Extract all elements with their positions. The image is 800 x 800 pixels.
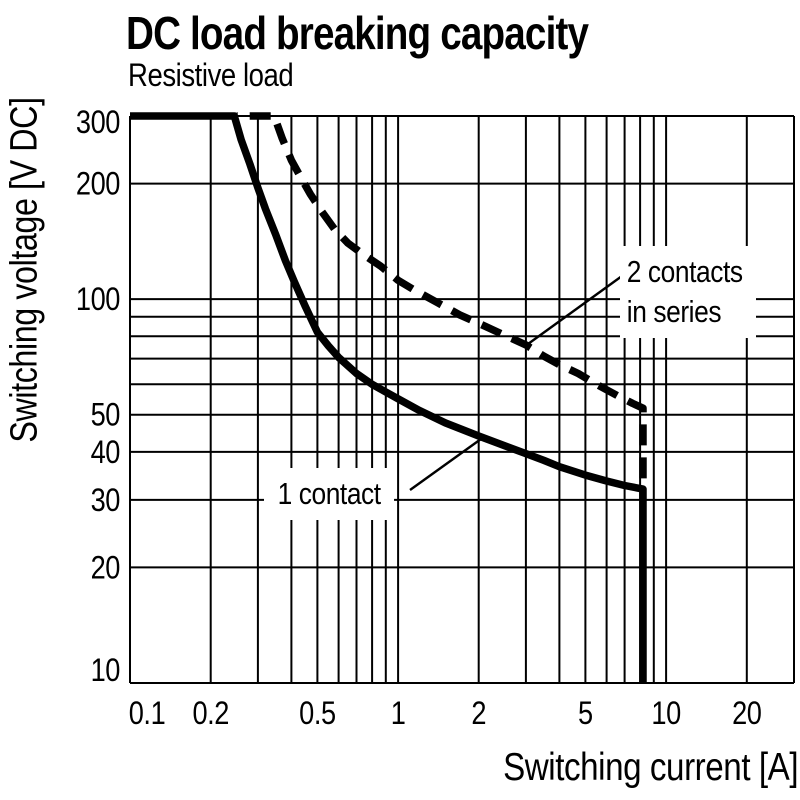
leader-line-2-contacts (527, 275, 623, 345)
annotation-2-contacts-in-series: 2 contacts in series (620, 246, 757, 338)
annotation-text-line-1: 2 contacts (626, 254, 743, 289)
y-tick-label: 200 (76, 167, 120, 203)
x-tick-label: 20 (732, 696, 761, 732)
curve-2-contacts-in-series (236, 112, 647, 484)
x-tick-label: 0.2 (192, 696, 229, 732)
y-axis-label: Switching voltage [V DC] (3, 97, 46, 443)
y-tick-label: 50 (91, 398, 120, 434)
y-tick-label: 300 (76, 105, 120, 141)
y-tick-label: 30 (91, 483, 120, 519)
x-tick-label: 5 (578, 696, 593, 732)
annotation-1-contact: 1 contact (264, 468, 395, 520)
y-tick-label: 20 (91, 550, 120, 586)
leader-line-1-contact (409, 438, 482, 491)
x-axis-label: Switching current [A] (502, 746, 799, 789)
x-tick-label: 2 (471, 696, 486, 732)
y-tick-label: 40 (91, 435, 120, 471)
x-tick-label: 1 (391, 696, 406, 732)
y-tick-label: 100 (76, 282, 120, 318)
x-tick-label: 10 (651, 696, 680, 732)
curve-1-contact (130, 112, 647, 683)
annotation-text: 1 contact (277, 476, 382, 511)
grid-lines (129, 115, 795, 684)
chart-subtitle: Resistive load (128, 57, 294, 93)
x-tick-label: 0.1 (129, 696, 166, 732)
chart-title: DC load breaking capacity (126, 7, 589, 59)
x-tick-label: 0.5 (299, 696, 336, 732)
y-tick-label: 10 (91, 653, 120, 689)
x-tick-labels: 0.1 0.2 0.5 1 2 5 10 20 (129, 696, 762, 732)
annotation-text-line-2: in series (626, 294, 722, 329)
